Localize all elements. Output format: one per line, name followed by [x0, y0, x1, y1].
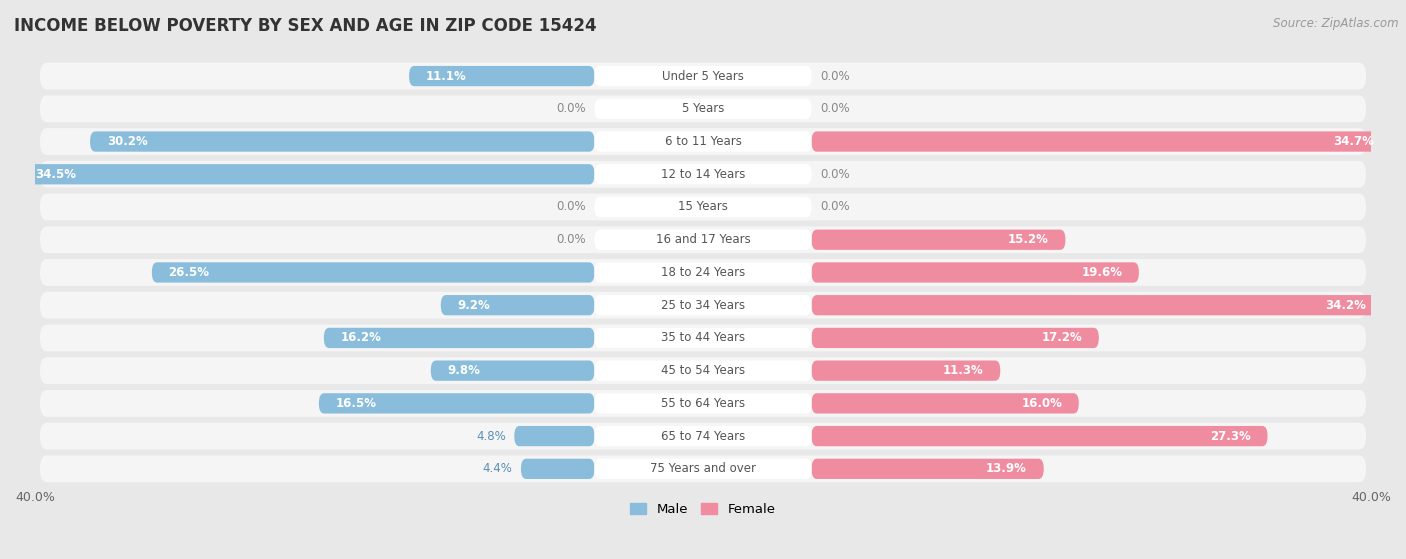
FancyBboxPatch shape: [39, 357, 1367, 384]
Text: 16.0%: 16.0%: [1021, 397, 1062, 410]
FancyBboxPatch shape: [811, 230, 1066, 250]
Text: 9.2%: 9.2%: [457, 299, 491, 312]
FancyBboxPatch shape: [595, 164, 811, 184]
Text: 34.5%: 34.5%: [35, 168, 76, 181]
FancyBboxPatch shape: [595, 459, 811, 479]
Text: 17.2%: 17.2%: [1042, 331, 1083, 344]
FancyBboxPatch shape: [595, 262, 811, 283]
Text: 11.3%: 11.3%: [943, 364, 984, 377]
Text: 0.0%: 0.0%: [820, 102, 849, 115]
Text: 15 Years: 15 Years: [678, 201, 728, 214]
FancyBboxPatch shape: [39, 161, 1367, 188]
FancyBboxPatch shape: [430, 361, 595, 381]
Text: 13.9%: 13.9%: [986, 462, 1026, 475]
Text: 9.8%: 9.8%: [447, 364, 481, 377]
FancyBboxPatch shape: [39, 456, 1367, 482]
Text: 6 to 11 Years: 6 to 11 Years: [665, 135, 741, 148]
Text: 26.5%: 26.5%: [169, 266, 209, 279]
FancyBboxPatch shape: [39, 423, 1367, 449]
FancyBboxPatch shape: [811, 328, 1099, 348]
FancyBboxPatch shape: [441, 295, 595, 315]
Text: 12 to 14 Years: 12 to 14 Years: [661, 168, 745, 181]
FancyBboxPatch shape: [595, 99, 811, 119]
Text: 4.4%: 4.4%: [482, 462, 513, 475]
Text: 30.2%: 30.2%: [107, 135, 148, 148]
FancyBboxPatch shape: [595, 197, 811, 217]
Text: 16 and 17 Years: 16 and 17 Years: [655, 233, 751, 246]
Text: 27.3%: 27.3%: [1211, 430, 1251, 443]
Text: 34.7%: 34.7%: [1333, 135, 1375, 148]
FancyBboxPatch shape: [39, 259, 1367, 286]
Legend: Male, Female: Male, Female: [626, 498, 780, 521]
Text: 0.0%: 0.0%: [820, 168, 849, 181]
Text: 15.2%: 15.2%: [1008, 233, 1049, 246]
FancyBboxPatch shape: [595, 328, 811, 348]
Text: 34.2%: 34.2%: [1326, 299, 1367, 312]
Text: 18 to 24 Years: 18 to 24 Years: [661, 266, 745, 279]
Text: 16.2%: 16.2%: [340, 331, 381, 344]
Text: 0.0%: 0.0%: [557, 201, 586, 214]
Text: 25 to 34 Years: 25 to 34 Years: [661, 299, 745, 312]
FancyBboxPatch shape: [595, 131, 811, 151]
FancyBboxPatch shape: [39, 128, 1367, 155]
FancyBboxPatch shape: [595, 393, 811, 414]
Text: INCOME BELOW POVERTY BY SEX AND AGE IN ZIP CODE 15424: INCOME BELOW POVERTY BY SEX AND AGE IN Z…: [14, 17, 596, 35]
FancyBboxPatch shape: [811, 262, 1139, 283]
Text: 0.0%: 0.0%: [820, 69, 849, 83]
FancyBboxPatch shape: [90, 131, 595, 151]
Text: 19.6%: 19.6%: [1081, 266, 1122, 279]
FancyBboxPatch shape: [39, 390, 1367, 417]
Text: 16.5%: 16.5%: [336, 397, 377, 410]
Text: Under 5 Years: Under 5 Years: [662, 69, 744, 83]
Text: 35 to 44 Years: 35 to 44 Years: [661, 331, 745, 344]
FancyBboxPatch shape: [595, 66, 811, 86]
FancyBboxPatch shape: [811, 426, 1268, 446]
FancyBboxPatch shape: [595, 295, 811, 315]
Text: 0.0%: 0.0%: [557, 102, 586, 115]
FancyBboxPatch shape: [323, 328, 595, 348]
Text: 55 to 64 Years: 55 to 64 Years: [661, 397, 745, 410]
Text: 75 Years and over: 75 Years and over: [650, 462, 756, 475]
Text: 11.1%: 11.1%: [426, 69, 467, 83]
Text: 5 Years: 5 Years: [682, 102, 724, 115]
FancyBboxPatch shape: [595, 426, 811, 446]
FancyBboxPatch shape: [811, 295, 1382, 315]
Text: 65 to 74 Years: 65 to 74 Years: [661, 430, 745, 443]
FancyBboxPatch shape: [595, 230, 811, 250]
FancyBboxPatch shape: [515, 426, 595, 446]
FancyBboxPatch shape: [811, 131, 1391, 151]
FancyBboxPatch shape: [39, 226, 1367, 253]
FancyBboxPatch shape: [522, 459, 595, 479]
FancyBboxPatch shape: [18, 164, 595, 184]
Text: 0.0%: 0.0%: [557, 233, 586, 246]
FancyBboxPatch shape: [811, 393, 1078, 414]
FancyBboxPatch shape: [39, 193, 1367, 220]
FancyBboxPatch shape: [811, 459, 1043, 479]
FancyBboxPatch shape: [39, 63, 1367, 89]
FancyBboxPatch shape: [39, 324, 1367, 352]
Text: 45 to 54 Years: 45 to 54 Years: [661, 364, 745, 377]
FancyBboxPatch shape: [811, 361, 1000, 381]
FancyBboxPatch shape: [39, 96, 1367, 122]
FancyBboxPatch shape: [595, 361, 811, 381]
FancyBboxPatch shape: [39, 292, 1367, 319]
Text: 0.0%: 0.0%: [820, 201, 849, 214]
Text: Source: ZipAtlas.com: Source: ZipAtlas.com: [1274, 17, 1399, 30]
Text: 4.8%: 4.8%: [477, 430, 506, 443]
FancyBboxPatch shape: [409, 66, 595, 86]
FancyBboxPatch shape: [152, 262, 595, 283]
FancyBboxPatch shape: [319, 393, 595, 414]
